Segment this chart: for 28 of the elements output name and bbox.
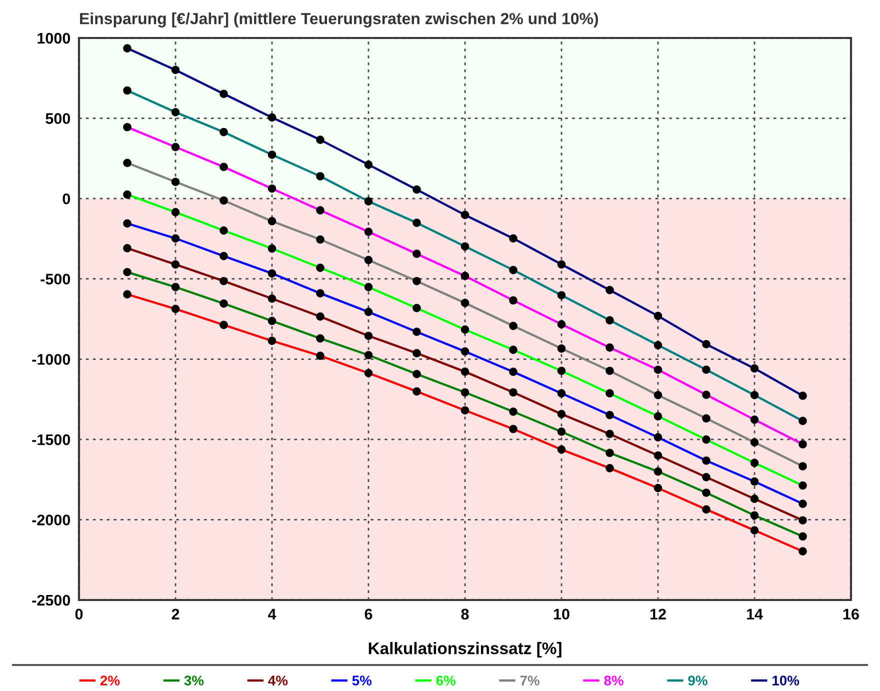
- y-tick-label: 1000: [38, 32, 70, 44]
- x-axis-title: Kalkulationszinssatz [%]: [368, 642, 562, 658]
- legend-label: 2%: [100, 676, 120, 686]
- x-tick-label: 4: [268, 608, 276, 620]
- legend-label: 6%: [436, 676, 456, 686]
- x-tick-label: 14: [746, 608, 763, 620]
- x-tick-label: 16: [843, 608, 859, 620]
- y-tick-label: 500: [46, 113, 70, 124]
- x-tick-label: 8: [461, 608, 469, 620]
- legend-label: 8%: [604, 676, 624, 686]
- legend-label: 10%: [772, 676, 800, 686]
- legend-label: 7%: [520, 676, 540, 686]
- x-tick-label: 10: [554, 608, 570, 620]
- legend-label: 9%: [688, 676, 708, 686]
- legend-label: 4%: [268, 676, 288, 686]
- y-tick-label: -1500: [32, 434, 70, 446]
- y-tick-label: -2000: [32, 514, 70, 526]
- legend-label: 5%: [352, 676, 372, 686]
- y-tick-label: -500: [40, 274, 70, 285]
- x-tick-label: 12: [650, 608, 666, 620]
- y-tick-label: -2500: [32, 594, 70, 606]
- y-tick-label: 0: [62, 193, 70, 204]
- legend-label: 3%: [184, 676, 204, 686]
- x-tick-label: 0: [75, 608, 83, 620]
- chart-title: Einsparung [€/Jahr] (mittlere Teuerungsraten zwischen 2% und 10%): [80, 12, 598, 28]
- x-tick-label: 6: [364, 608, 372, 620]
- y-tick-label: -1000: [32, 354, 70, 365]
- x-tick-label: 2: [172, 608, 180, 620]
